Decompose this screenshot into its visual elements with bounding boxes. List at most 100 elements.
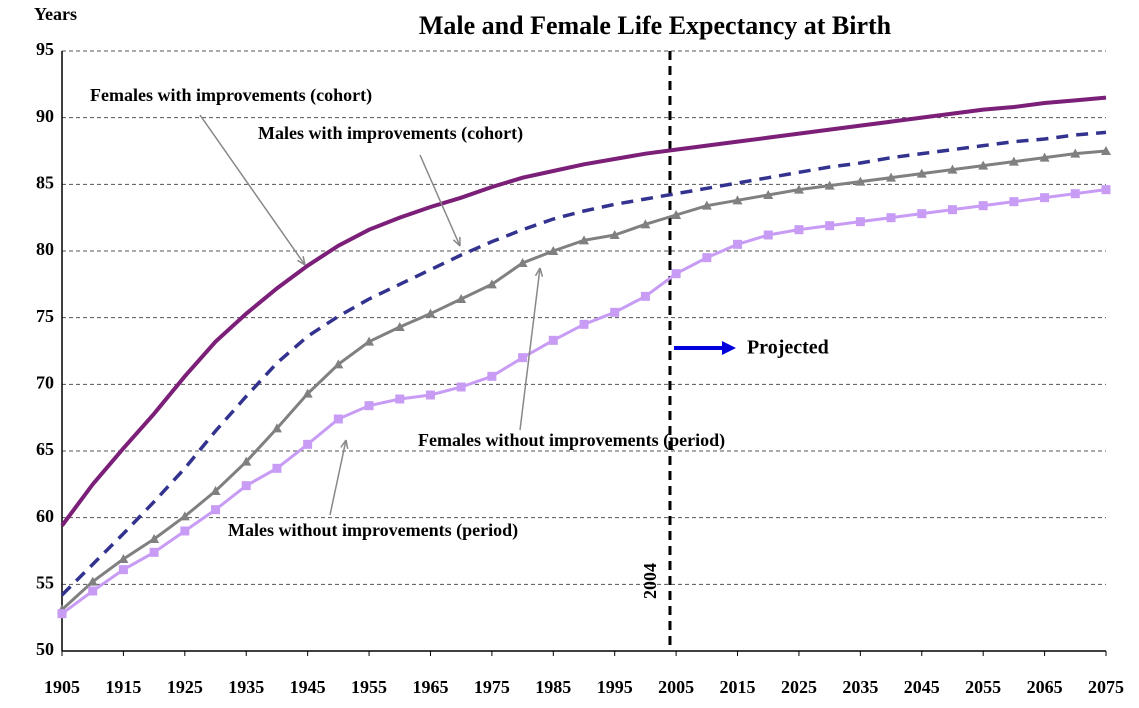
x-tick-label: 2065	[1027, 677, 1063, 697]
point-marker	[1039, 152, 1050, 162]
point-marker	[395, 394, 405, 404]
point-marker	[1070, 189, 1080, 199]
point-marker	[579, 235, 589, 245]
point-marker	[855, 217, 865, 227]
y-tick-label: 75	[36, 306, 54, 326]
point-marker	[855, 176, 866, 186]
y-tick-label: 85	[36, 172, 54, 192]
series-annotation: Males with improvements (cohort)	[258, 123, 523, 144]
x-tick-label: 1915	[105, 677, 141, 697]
x-tick-label: 1955	[351, 677, 387, 697]
x-tick-label: 1925	[167, 677, 203, 697]
point-marker	[824, 180, 835, 190]
point-marker	[978, 201, 988, 211]
x-tick-label: 2005	[658, 677, 694, 697]
annotation-arrow	[519, 267, 541, 431]
point-marker	[1008, 156, 1019, 166]
point-marker	[947, 205, 957, 215]
annotation-arrow	[329, 439, 347, 516]
point-marker	[271, 423, 282, 433]
series-line	[60, 149, 1107, 611]
point-marker	[57, 609, 67, 619]
point-marker	[548, 335, 558, 345]
x-tick-label: 1995	[597, 677, 633, 697]
series-annotation: Females with improvements (cohort)	[90, 85, 372, 106]
annotation-arrowhead	[534, 267, 544, 277]
point-marker	[211, 505, 221, 515]
x-tick-label: 1965	[412, 677, 448, 697]
x-tick-label: 2015	[720, 677, 756, 697]
point-marker	[701, 200, 712, 210]
point-marker	[609, 230, 620, 239]
point-marker	[517, 258, 528, 267]
y-tick-label: 80	[36, 239, 54, 259]
point-marker	[241, 456, 252, 466]
annotation-arrow	[199, 114, 306, 266]
point-marker	[886, 172, 897, 182]
projected-label: Projected	[747, 337, 829, 359]
series-annotation: Males without improvements (period)	[228, 520, 518, 541]
point-marker	[732, 195, 743, 205]
point-marker	[303, 439, 313, 449]
point-marker	[241, 481, 251, 491]
point-marker	[640, 219, 651, 229]
chart-title: Male and Female Life Expectancy at Birth	[419, 11, 892, 40]
x-tick-label: 1975	[474, 677, 510, 697]
point-marker	[548, 246, 559, 255]
point-marker	[671, 269, 681, 279]
y-tick-label: 55	[36, 572, 54, 592]
x-tick-label: 1935	[228, 677, 264, 697]
annotation-arrowhead	[452, 236, 461, 247]
x-tick-label: 2045	[904, 677, 940, 697]
point-marker	[88, 586, 98, 596]
y-tick-label: 95	[36, 39, 54, 59]
point-marker	[825, 221, 835, 231]
point-marker	[763, 230, 773, 240]
point-marker	[1101, 146, 1111, 155]
point-marker	[1040, 193, 1050, 203]
x-tick-label: 2035	[842, 677, 878, 697]
point-marker	[886, 213, 896, 223]
point-marker	[579, 319, 589, 329]
projection-year-label: 2004	[640, 563, 660, 599]
point-marker	[333, 414, 343, 424]
point-marker	[978, 160, 989, 170]
point-marker	[947, 164, 958, 174]
x-tick-label: 2075	[1088, 677, 1124, 697]
x-tick-label: 1985	[535, 677, 571, 697]
point-marker	[425, 390, 435, 400]
point-marker	[640, 291, 650, 301]
point-marker	[518, 353, 528, 363]
x-tick-label: 1945	[290, 677, 326, 697]
point-marker	[794, 225, 804, 235]
point-marker	[394, 322, 405, 331]
y-tick-label: 50	[36, 639, 54, 659]
point-marker	[1101, 185, 1111, 195]
annotation-arrow	[419, 154, 461, 247]
x-tick-label: 2055	[965, 677, 1001, 697]
y-tick-label: 60	[36, 506, 54, 526]
x-tick-label: 2025	[781, 677, 817, 697]
point-marker	[149, 534, 160, 543]
series-annotation: Females without improvements (period)	[418, 430, 725, 451]
point-marker	[425, 308, 436, 318]
point-marker	[179, 511, 190, 521]
point-marker	[333, 359, 344, 369]
point-marker	[118, 554, 129, 563]
point-marker	[916, 168, 927, 178]
point-marker	[364, 401, 374, 411]
point-marker	[118, 565, 128, 575]
point-marker	[1070, 148, 1081, 158]
point-marker	[1009, 197, 1019, 207]
point-marker	[487, 371, 497, 381]
point-marker	[610, 307, 620, 317]
series-line	[61, 188, 1107, 615]
annotation-arrowhead	[296, 256, 306, 266]
projected-arrowhead	[721, 341, 736, 355]
annotation-arrowhead	[340, 439, 349, 449]
y-tick-label: 65	[36, 439, 54, 459]
point-marker	[364, 336, 375, 346]
point-marker	[456, 382, 466, 392]
point-marker	[733, 239, 743, 249]
